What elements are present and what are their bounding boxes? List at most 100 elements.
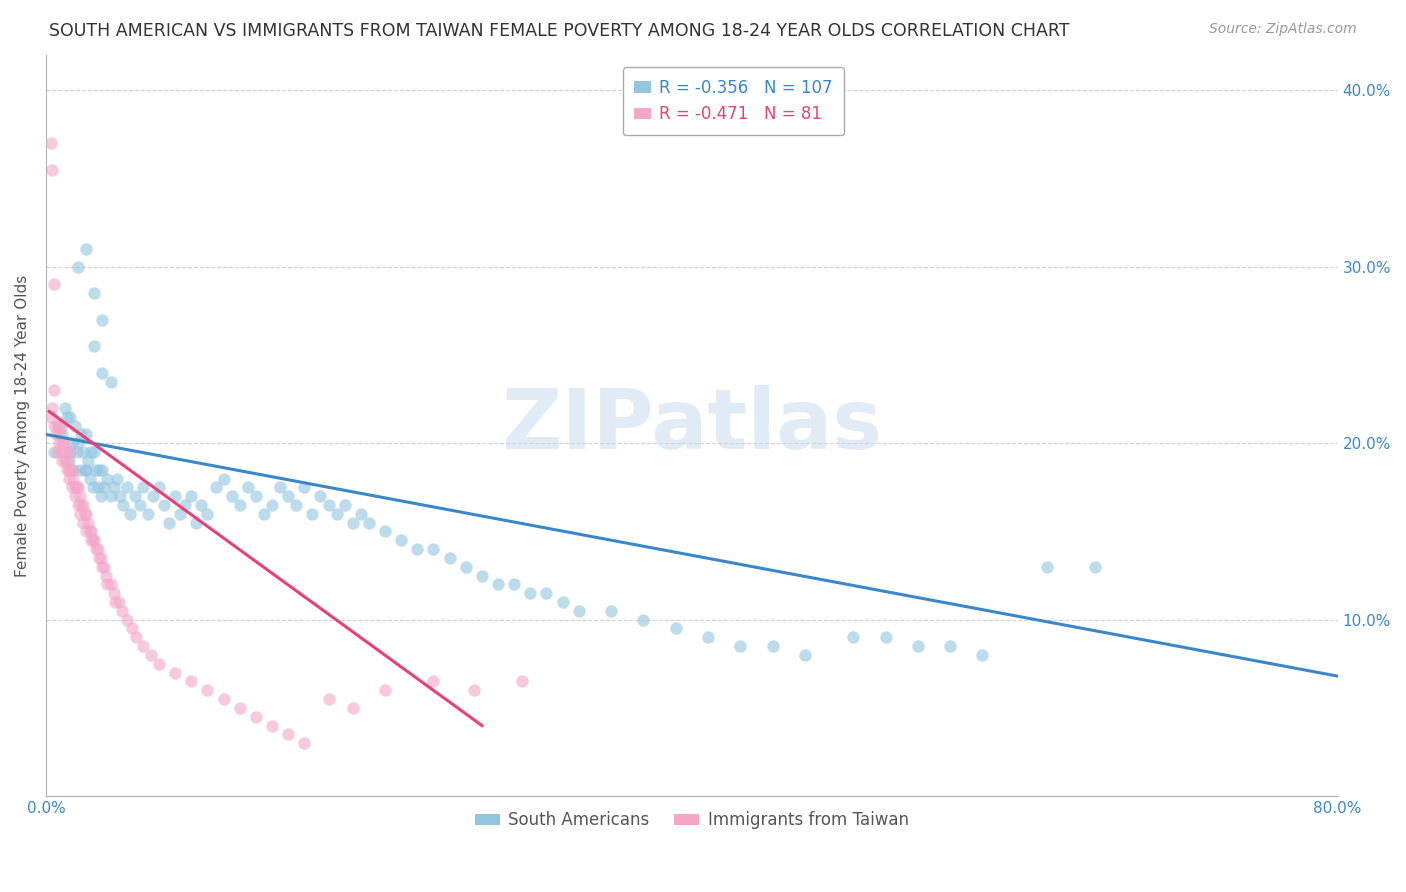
Point [79,524,101,539]
Point [58,463,80,477]
Point [277,727,299,741]
Point [66,445,89,459]
Point [52,436,75,450]
Point [471,568,494,582]
Point [118,507,141,521]
Point [91,463,114,477]
Point [110,489,132,503]
Point [180,674,202,689]
Point [86,542,108,557]
Point [519,586,541,600]
Point [190,498,212,512]
Point [96,577,118,591]
Point [96,471,118,485]
Point [84,463,107,477]
Point [350,507,373,521]
Point [277,489,299,503]
Point [75,507,97,521]
Point [51,427,73,442]
Point [292,480,315,494]
Point [165,665,187,680]
Point [69,507,91,521]
Point [197,683,219,698]
Point [48,418,70,433]
Point [842,630,865,644]
Point [180,489,202,503]
Point [89,463,111,477]
Point [83,339,105,353]
Point [342,701,364,715]
Point [115,613,138,627]
Point [103,586,125,600]
Point [67,480,90,494]
Point [374,683,396,698]
Point [454,559,477,574]
Point [292,736,315,750]
Point [53,445,76,459]
Point [124,489,146,503]
Point [42,384,65,398]
Point [82,533,104,548]
Point [73,507,96,521]
Point [536,586,558,600]
Point [342,516,364,530]
Point [91,559,114,574]
Point [551,595,574,609]
Point [228,701,250,715]
Point [301,507,323,521]
Point [357,516,380,530]
Point [75,463,97,477]
Point [132,639,155,653]
Point [422,674,444,689]
Point [77,516,100,530]
Point [463,683,485,698]
Point [63,489,86,503]
Point [83,533,105,548]
Point [260,718,283,732]
Point [66,480,89,494]
Point [90,489,112,503]
Point [228,498,250,512]
Point [169,507,191,521]
Point [236,480,259,494]
Point [103,480,125,494]
Point [90,550,112,565]
Point [58,471,80,485]
Point [972,648,994,662]
Point [56,463,79,477]
Point [221,489,243,503]
Point [93,480,115,494]
Point [45,427,67,442]
Point [761,639,783,653]
Point [46,445,69,459]
Point [212,471,235,485]
Point [53,401,76,415]
Point [89,550,111,565]
Point [100,577,122,591]
Point [148,480,170,494]
Point [907,639,929,653]
Point [73,463,96,477]
Point [285,498,308,512]
Point [72,445,94,459]
Point [115,480,138,494]
Point [86,480,108,494]
Point [100,489,122,503]
Point [325,507,347,521]
Point [422,542,444,557]
Point [875,630,897,644]
Point [253,507,276,521]
Point [600,604,623,618]
Point [48,436,70,450]
Point [67,260,90,274]
Point [260,498,283,512]
Point [139,648,162,662]
Point [80,445,103,459]
Point [105,471,128,485]
Point [136,507,159,521]
Point [39,409,62,424]
Y-axis label: Female Poverty Among 18-24 Year Olds: Female Poverty Among 18-24 Year Olds [15,275,30,577]
Point [80,533,103,548]
Point [333,498,356,512]
Point [69,489,91,503]
